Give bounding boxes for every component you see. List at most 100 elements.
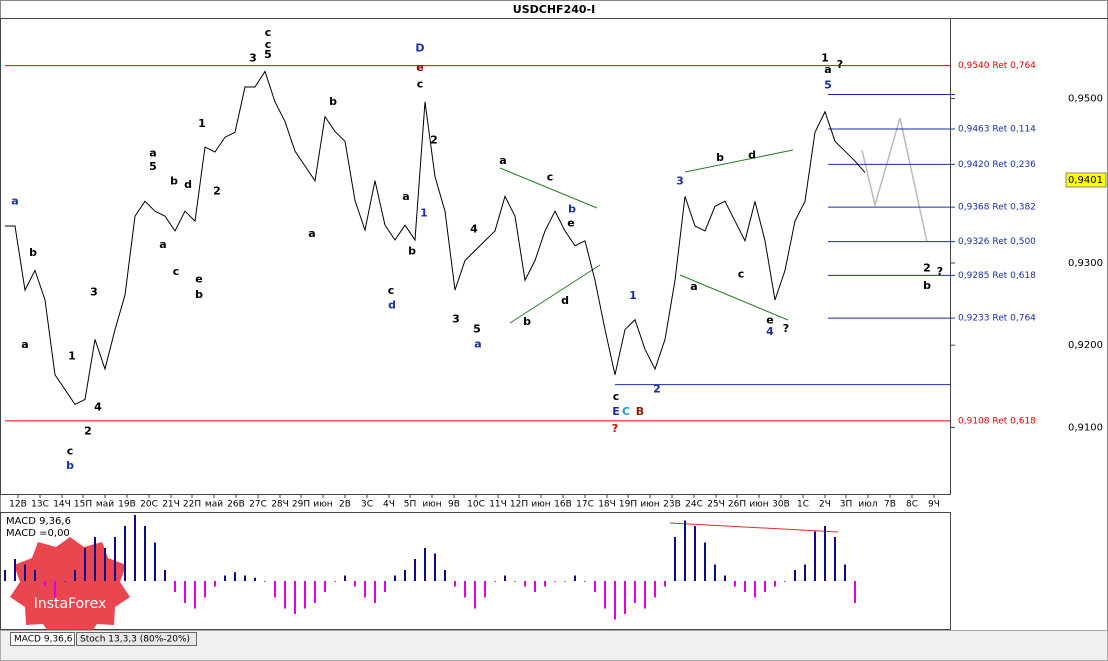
macd-bar — [164, 570, 166, 581]
macd-bar — [4, 570, 6, 581]
logo-text: InstaForex — [34, 596, 107, 612]
wave-label: c — [265, 26, 272, 39]
wave-label: b — [923, 279, 931, 292]
chart-title: USDCHF240-I — [513, 3, 595, 16]
wave-label: 5 — [149, 160, 157, 173]
tab-label[interactable]: MACD 9,36,6 — [14, 635, 73, 645]
level-label: 0,9540 Ret 0,764 — [958, 61, 1036, 71]
macd-bar — [684, 520, 686, 581]
macd-bar — [514, 581, 516, 582]
macd-bar — [824, 526, 826, 581]
x-tick-label: 16В — [554, 500, 572, 510]
macd-bar — [124, 526, 126, 581]
wave-label: a — [308, 227, 315, 240]
wave-label: e — [766, 314, 773, 327]
wave-label: c — [547, 170, 554, 183]
macd-label: MACD 9,36,6 — [6, 516, 71, 527]
wave-label: a — [159, 238, 166, 251]
wave-label: b — [170, 175, 178, 188]
macd-bar — [644, 581, 646, 609]
macd-bar — [764, 581, 766, 592]
macd-bar — [334, 581, 336, 582]
macd-bar — [364, 581, 366, 598]
x-tick-label: 14Ч — [53, 500, 71, 510]
tab[interactable] — [76, 632, 197, 646]
macd-bar — [234, 572, 236, 581]
x-tick-label: 26В — [227, 500, 245, 510]
wave-label: c — [417, 78, 424, 91]
x-tick-label: 13С — [31, 500, 49, 510]
wave-label: 1 — [629, 289, 637, 302]
wave-label: B — [636, 405, 644, 418]
level-label: 0,9326 Ret 0,500 — [958, 237, 1036, 247]
macd-bar — [84, 548, 86, 581]
x-tick-label: 9Ч — [928, 500, 940, 510]
tab-label[interactable]: Stoch 13,3,3 (80%-20%) — [80, 635, 190, 645]
macd-bar — [814, 531, 816, 581]
wave-label: c — [388, 284, 395, 297]
wave-label: 2 — [923, 262, 931, 275]
logo: InstaForex — [10, 537, 130, 640]
macd-bar — [454, 581, 456, 587]
current-price-box — [1065, 172, 1107, 188]
macd-bar — [324, 581, 326, 592]
x-tick-label: 11Ч — [489, 500, 507, 510]
macd-bar — [174, 581, 176, 592]
macd-bar — [434, 553, 436, 581]
macd-bar — [94, 537, 96, 581]
x-tick-label: 27С — [249, 500, 267, 510]
y-tick-label: 0,9300 — [1068, 258, 1103, 269]
wave-label: b — [29, 246, 37, 259]
macd-bar — [354, 581, 356, 587]
level-label: 0,9233 Ret 0,764 — [958, 314, 1036, 324]
macd-bar — [54, 581, 56, 598]
wave-label: 2 — [84, 425, 92, 438]
macd-bar — [114, 537, 116, 581]
wave-label: d — [561, 294, 569, 307]
wave-label: d — [184, 178, 192, 191]
current-price-label: 0,9401 — [1068, 175, 1103, 186]
wave-label: c — [738, 267, 745, 280]
wave-label: b — [716, 151, 724, 164]
macd-bar — [414, 559, 416, 581]
macd-bar — [384, 581, 386, 592]
macd-bar — [284, 581, 286, 609]
macd-bar — [614, 581, 616, 620]
macd-bar — [24, 564, 26, 581]
trend-line — [499, 167, 598, 209]
x-tick-label: 15П — [74, 500, 92, 510]
macd-bar — [184, 581, 186, 603]
macd-bar — [554, 581, 556, 582]
x-tick-label: 20С — [140, 500, 158, 510]
macd-bar — [264, 581, 266, 582]
x-tick-label: 1С — [797, 500, 809, 510]
macd-bar — [674, 537, 676, 581]
level-label: 0,9108 Ret 0,618 — [958, 416, 1036, 426]
x-tick-label: 18Ч — [598, 500, 616, 510]
macd-bar — [214, 581, 216, 587]
wave-label: c — [173, 265, 180, 278]
tab[interactable] — [10, 632, 75, 646]
wave-label: 3 — [249, 51, 257, 64]
wave-label: 5 — [824, 78, 832, 91]
wave-label: e — [416, 61, 423, 74]
x-tick-label: июн — [422, 500, 441, 510]
macd-bar — [314, 581, 316, 603]
x-tick-label: июн — [640, 500, 659, 510]
wave-label: c — [613, 390, 620, 403]
wave-label: b — [195, 288, 203, 301]
macd-bar — [794, 570, 796, 581]
wave-label: b — [408, 244, 416, 257]
macd-bar — [494, 581, 496, 582]
macd-bar — [464, 581, 466, 598]
macd-value: MACD =0,00 — [6, 528, 70, 539]
x-tick-label: июн — [313, 500, 332, 510]
y-tick-label: 0,9500 — [1068, 94, 1103, 105]
macd-bar — [474, 581, 476, 609]
wave-label: D — [415, 41, 424, 54]
x-tick-label: 19В — [118, 500, 136, 510]
macd-bar — [444, 570, 446, 581]
wave-label: 1 — [68, 350, 76, 363]
wave-label: c — [67, 444, 74, 457]
